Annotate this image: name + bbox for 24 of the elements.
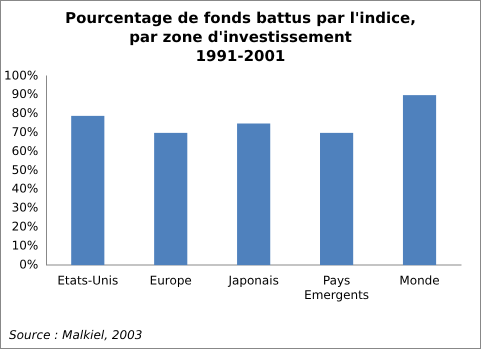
y-tick-label: 50% bbox=[12, 162, 38, 177]
y-tick-label: 20% bbox=[12, 220, 38, 234]
y-tick-label: 0% bbox=[19, 257, 38, 272]
bar bbox=[320, 132, 354, 266]
y-tick-label: 80% bbox=[12, 106, 38, 120]
y-tick-label: 30% bbox=[12, 200, 38, 215]
y-tick-label: 100% bbox=[4, 68, 38, 82]
y-tick-label: 90% bbox=[12, 87, 38, 102]
x-tick-label: Monde bbox=[399, 274, 440, 288]
x-tick-label: Europe bbox=[150, 274, 192, 288]
x-tick-label: Etats-Unis bbox=[57, 274, 118, 288]
bar bbox=[71, 116, 104, 266]
chart-title: Pourcentage de fonds battus par l'indice, par zone d'investissement bbox=[64, 9, 417, 47]
bar bbox=[237, 123, 270, 266]
y-tick-label: 60% bbox=[12, 144, 38, 158]
y-tick-label: 40% bbox=[12, 182, 38, 196]
chart-subtitle: 1991-2001 bbox=[194, 47, 286, 66]
x-tick-label: Japonais bbox=[227, 274, 279, 288]
source-note: Source : Malkiel, 2003 bbox=[9, 328, 142, 342]
y-tick-label: 70% bbox=[12, 125, 38, 140]
y-tick-label: 10% bbox=[12, 238, 38, 252]
bar bbox=[154, 132, 188, 266]
x-tick-label: Pays Emergents bbox=[304, 274, 370, 302]
bar bbox=[402, 95, 436, 266]
